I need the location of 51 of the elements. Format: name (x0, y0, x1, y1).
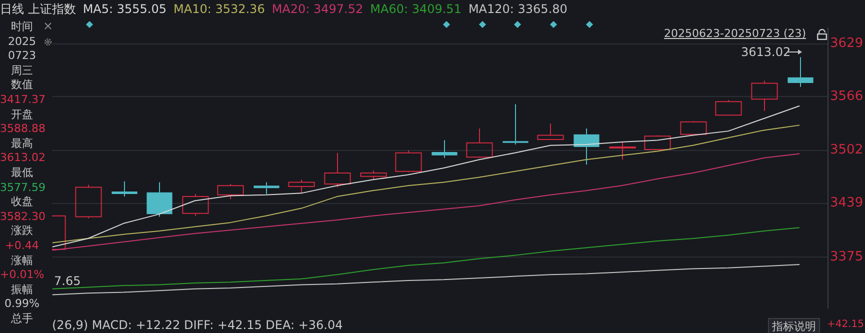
text: 开盘 (10, 108, 34, 122)
chart-title: 日线 上证指数 (0, 2, 76, 16)
candlestick (502, 104, 528, 145)
text: MA20: 3497.52 (272, 2, 364, 16)
text: MA10: 3532.36 (174, 2, 265, 16)
annotation: 3613.02 (741, 45, 791, 59)
text: MA60: 3409.51 (370, 2, 462, 16)
text: 时间 (10, 20, 34, 35)
text: 3417.37 (0, 92, 46, 108)
text: 收盘 (10, 195, 34, 210)
text: 振幅 (10, 282, 34, 298)
candlestick (788, 56, 814, 88)
text: 涨跌 (10, 224, 34, 239)
text: MA120: 3365.80 (468, 2, 568, 16)
text: 3582.30 (0, 210, 46, 224)
candlestick (537, 123, 564, 140)
text: 指标说明 (768, 318, 820, 333)
y-tick-label: 3375 (830, 249, 864, 264)
y-tick-label: 3629 (830, 36, 864, 52)
candlestick (432, 140, 458, 158)
candlestick (609, 141, 636, 160)
text: 最低 (10, 166, 34, 181)
candlestick (112, 180, 138, 198)
text: +42.15 (827, 319, 864, 330)
candlestick (466, 128, 493, 158)
text: 数值 (10, 78, 34, 93)
candlestick (254, 182, 280, 195)
text: 0.99% (4, 297, 40, 312)
text: 2025 (7, 34, 37, 50)
text: (26,9) MACD: +12.22 DIFF: +42.15 DEA: +36.04 (52, 318, 343, 332)
y-tick-label: 3502 (830, 142, 864, 158)
text: 最高 (10, 136, 34, 152)
text: 0723 (7, 49, 37, 64)
y-tick-label: 3566 (830, 89, 864, 104)
annotation: 20250623-20250723 (23) (664, 27, 806, 40)
annotation: 7.65 (54, 274, 81, 288)
text: 3588.88 (0, 122, 46, 137)
candlestick (751, 80, 778, 112)
text: 周三 (10, 64, 34, 78)
candlestick (146, 182, 172, 218)
candlestick (324, 152, 351, 188)
text: 总手 (10, 312, 34, 326)
text: 涨幅 (10, 254, 34, 268)
text: +0.44 (4, 238, 40, 254)
y-tick-label: 3439 (830, 196, 864, 211)
candlestick (288, 179, 315, 194)
text: +0.01% (0, 268, 44, 283)
candlestick (574, 128, 600, 166)
text: 3613.02 (0, 151, 46, 166)
text: MA5: 3555.05 (82, 2, 167, 16)
text: 3577.59 (0, 180, 46, 196)
